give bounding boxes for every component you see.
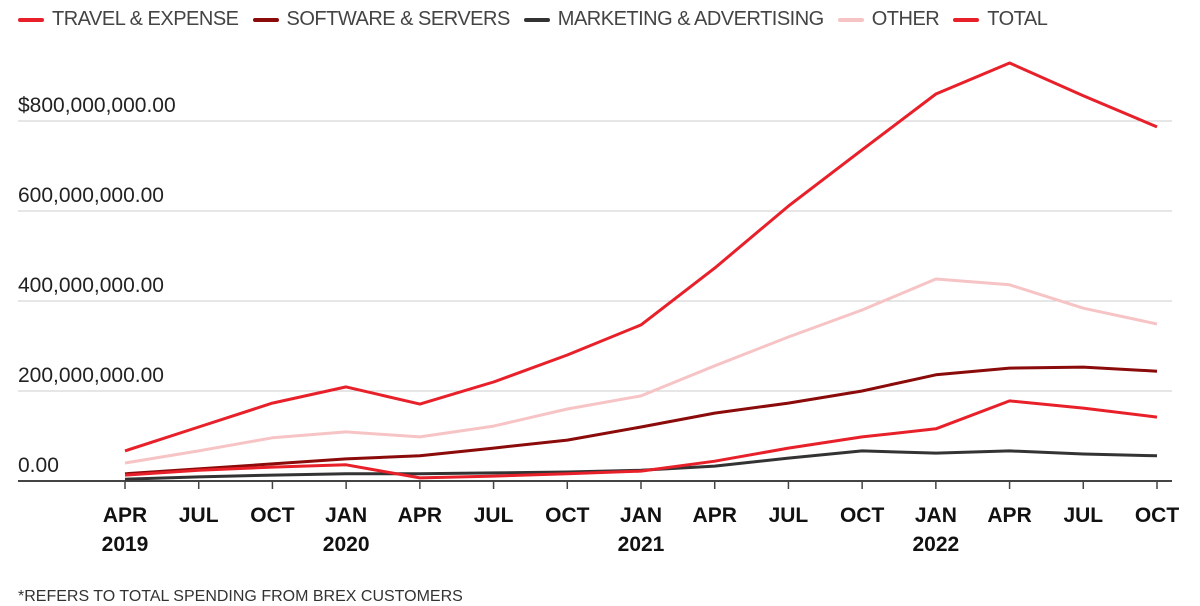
x-year-label: 2022 bbox=[912, 533, 959, 556]
series-line-travel-expense bbox=[124, 399, 1158, 480]
x-tick-label: APR bbox=[693, 504, 737, 527]
legend-label: OTHER bbox=[871, 8, 940, 30]
legend-item: MARKETING & ADVERTISING bbox=[523, 8, 824, 31]
legend-label: TOTAL bbox=[987, 8, 1048, 30]
x-tick-label: APR bbox=[103, 504, 147, 527]
x-tick-label: OCT bbox=[1135, 504, 1180, 527]
x-tick-label: OCT bbox=[250, 504, 295, 527]
legend-item: TRAVEL & EXPENSE bbox=[18, 8, 239, 31]
y-tick-label: 200,000,000.00 bbox=[18, 364, 164, 387]
x-tick-label: JUL bbox=[179, 504, 219, 527]
x-tick-label: OCT bbox=[840, 504, 885, 527]
x-tick-label: JAN bbox=[325, 504, 367, 527]
x-year-label: 2019 bbox=[102, 533, 149, 556]
legend-swatch bbox=[523, 17, 550, 22]
x-tick-label: JAN bbox=[620, 504, 662, 527]
x-tick-label: APR bbox=[987, 504, 1031, 527]
legend-swatch bbox=[18, 17, 44, 22]
legend-label: TRAVEL & EXPENSE bbox=[52, 8, 239, 30]
x-tick-label: JUL bbox=[474, 504, 514, 527]
x-tick-label: JUL bbox=[769, 504, 809, 527]
footnote: *REFERS TO TOTAL SPENDING FROM BREX CUST… bbox=[18, 588, 463, 605]
series-line-other bbox=[124, 277, 1158, 465]
legend-item: TOTAL bbox=[953, 8, 1048, 31]
legend-swatch bbox=[953, 17, 980, 22]
series-line-software-servers bbox=[124, 365, 1158, 476]
x-tick-label: APR bbox=[398, 504, 442, 527]
legend-item: OTHER bbox=[837, 8, 940, 31]
series-line-marketing-advertising bbox=[124, 449, 1158, 481]
legend: TRAVEL & EXPENSE SOFTWARE & SERVERS MARKET… bbox=[18, 8, 1048, 31]
x-tick-label: JUL bbox=[1063, 504, 1103, 527]
y-tick-label: 0.00 bbox=[18, 454, 59, 477]
x-year-label: 2020 bbox=[323, 533, 370, 556]
legend-swatch bbox=[837, 17, 864, 22]
x-tick-label: OCT bbox=[545, 504, 590, 527]
y-tick-label: $800,000,000.00 bbox=[18, 94, 176, 117]
series-line-total bbox=[124, 61, 1158, 453]
legend-label: SOFTWARE & SERVERS bbox=[286, 8, 511, 30]
legend-item: SOFTWARE & SERVERS bbox=[252, 8, 511, 31]
x-year-label: 2021 bbox=[618, 533, 665, 556]
y-tick-label: 600,000,000.00 bbox=[18, 184, 164, 207]
legend-label: MARKETING & ADVERTISING bbox=[557, 8, 824, 30]
y-tick-label: 400,000,000.00 bbox=[18, 274, 164, 297]
x-tick-label: JAN bbox=[915, 504, 957, 527]
legend-swatch bbox=[252, 17, 279, 22]
